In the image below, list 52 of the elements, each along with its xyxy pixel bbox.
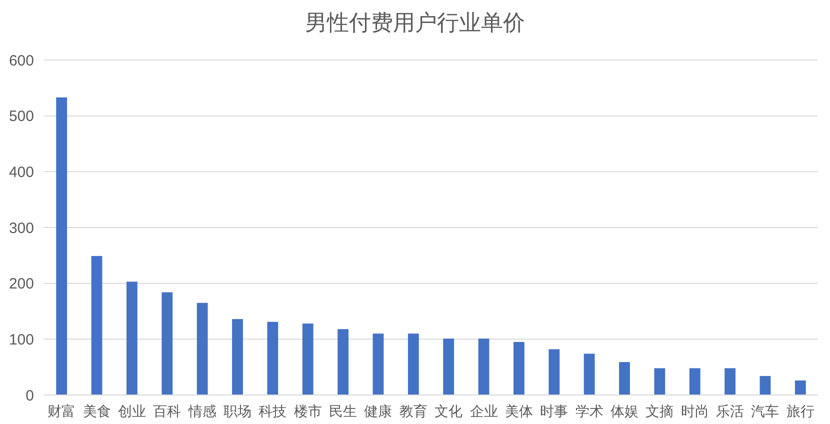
x-tick-label: 财富 <box>48 403 76 419</box>
bar <box>724 368 736 395</box>
x-tick-label: 职场 <box>224 403 252 419</box>
x-tick-label: 民生 <box>329 403 358 419</box>
y-tick-label: 300 <box>8 220 34 237</box>
x-tick-label: 健康 <box>364 403 392 419</box>
x-tick-label: 美食 <box>82 403 111 419</box>
bar <box>760 376 771 395</box>
x-tick-label: 乐活 <box>716 403 744 419</box>
x-tick-label: 教育 <box>399 403 428 419</box>
bar <box>443 338 454 395</box>
x-tick-label: 情感 <box>187 403 216 419</box>
x-tick-label: 体娱 <box>610 403 638 419</box>
bar <box>654 368 666 395</box>
y-tick-label: 400 <box>8 164 34 181</box>
bar <box>584 354 595 395</box>
x-tick-label: 企业 <box>470 403 498 419</box>
bar <box>478 338 490 395</box>
bar <box>302 324 314 395</box>
x-tick-label: 文化 <box>434 403 463 419</box>
chart-title: 男性付费用户行业单价 <box>305 10 525 35</box>
bar <box>232 319 243 395</box>
x-tick-label: 楼市 <box>294 403 322 419</box>
bar <box>619 362 630 395</box>
x-tick-label: 时尚 <box>680 403 709 419</box>
y-tick-label: 500 <box>8 108 34 126</box>
bar <box>372 334 384 395</box>
x-tick-label: 旅行 <box>786 403 814 419</box>
bar <box>126 282 138 395</box>
bar <box>548 349 560 395</box>
x-tick-label: 文摘 <box>646 403 674 419</box>
bar <box>196 302 208 395</box>
y-tick-label: 600 <box>8 52 34 70</box>
x-tick-label: 美体 <box>504 403 533 419</box>
bar <box>162 292 173 395</box>
bar <box>408 334 419 395</box>
x-tick-label: 创业 <box>118 403 146 419</box>
y-tick-label: 200 <box>8 276 34 293</box>
x-tick-label: 科技 <box>258 403 287 419</box>
x-tick-label: 学术 <box>575 403 604 419</box>
x-tick-label: 百科 <box>153 403 182 419</box>
bar <box>56 97 68 395</box>
bar <box>514 342 524 395</box>
y-tick-label: 0 <box>26 387 34 404</box>
bar <box>267 322 278 395</box>
bar <box>91 256 102 395</box>
bar <box>338 329 348 395</box>
x-tick-label: 时事 <box>540 403 568 419</box>
bar <box>794 380 806 395</box>
y-tick-label: 100 <box>8 331 34 348</box>
x-tick-label: 汽车 <box>751 403 780 419</box>
bar <box>689 368 700 395</box>
